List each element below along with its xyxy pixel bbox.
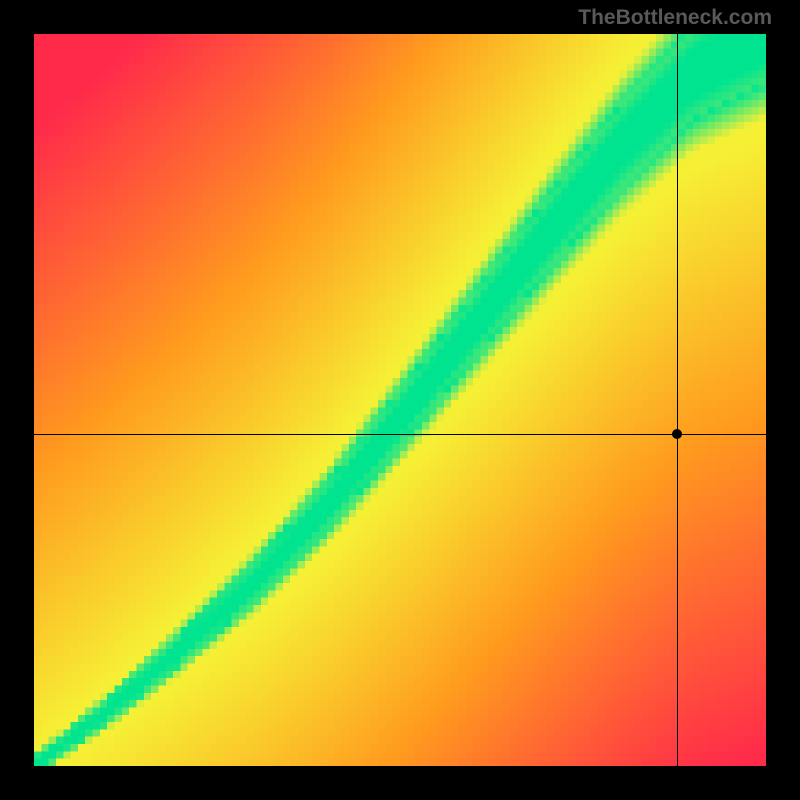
watermark-text: TheBottleneck.com xyxy=(578,6,772,30)
crosshair-vertical xyxy=(677,34,678,766)
bottleneck-heatmap xyxy=(34,34,766,766)
heatmap-canvas xyxy=(34,34,766,766)
crosshair-dot xyxy=(672,429,682,439)
crosshair-horizontal xyxy=(34,434,766,435)
